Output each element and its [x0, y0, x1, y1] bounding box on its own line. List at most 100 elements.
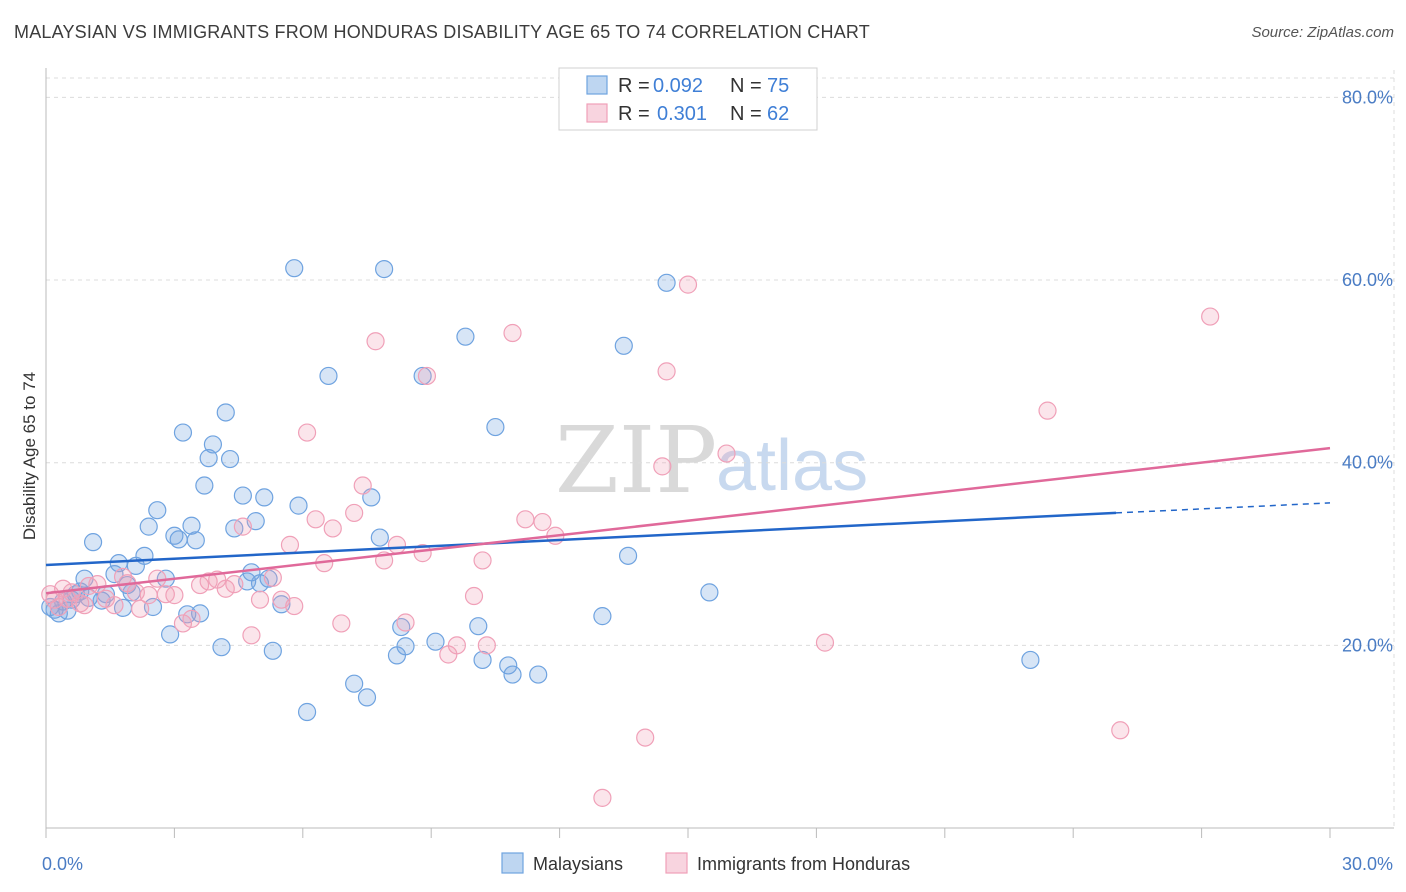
y-tick-label: 80.0% [1342, 87, 1393, 107]
x-tick-label-min: 0.0% [42, 854, 83, 874]
honduras-point [678, 275, 698, 294]
honduras-point [636, 728, 655, 747]
honduras-point [1111, 721, 1130, 740]
honduras-trend-line [45, 446, 1331, 595]
gridlines [46, 70, 1395, 828]
honduras-point [345, 503, 364, 523]
honduras-point [148, 569, 167, 588]
honduras-point [815, 633, 835, 652]
legend-n-label-0: N = [730, 75, 762, 97]
malaysian-point [593, 607, 612, 626]
x-tick-label-max: 30.0% [1342, 854, 1393, 874]
legend-r-label-0: R = [618, 75, 650, 97]
malaysian-point [700, 583, 719, 602]
honduras-point [1201, 307, 1220, 326]
stats-legend: R = 0.092 N = 75 R = 0.301 N = 62 [558, 67, 818, 131]
axes [45, 68, 1394, 838]
honduras-point [165, 586, 184, 605]
series-legend-label-malaysians: Malaysians [533, 854, 623, 874]
malaysian-point [486, 417, 505, 437]
legend-n-value-0: 75 [767, 75, 789, 97]
honduras-point [173, 614, 193, 633]
source-label: Source: ZipAtlas.com [1251, 24, 1394, 41]
malaysian-point [220, 449, 240, 469]
x-tick-labels: 0.0% 30.0% [42, 854, 1393, 874]
malaysian-point [169, 530, 188, 549]
malaysian-point [212, 638, 231, 657]
honduras-point [533, 512, 552, 532]
malaysian-point [1021, 650, 1040, 670]
malaysian-point [319, 366, 338, 386]
honduras-point [75, 596, 94, 615]
legend-r-value-0: 0.092 [653, 75, 703, 97]
legend-n-value-1: 62 [767, 103, 789, 125]
honduras-point [323, 519, 342, 538]
malaysian-point [148, 501, 167, 520]
malaysian-point [456, 327, 475, 346]
honduras-point [139, 586, 158, 605]
legend-swatch-malaysians [586, 75, 608, 95]
honduras-point [182, 609, 201, 628]
series-legend-swatch-malaysians [501, 852, 524, 874]
honduras-point [353, 476, 372, 495]
honduras-point [464, 586, 484, 606]
watermark-atlas: atlas [716, 426, 868, 506]
legend-swatch-honduras [586, 103, 608, 123]
malaysian-point [263, 641, 282, 660]
malaysian-point [297, 702, 317, 722]
honduras-point [280, 535, 300, 554]
honduras-point [233, 517, 252, 536]
malaysian-point [233, 486, 252, 505]
honduras-point [242, 626, 261, 645]
honduras-point [366, 332, 385, 351]
chart-title: MALAYSIAN VS IMMIGRANTS FROM HONDURAS DI… [14, 22, 870, 42]
malaysian-point [139, 517, 158, 536]
malaysian-point [469, 617, 488, 636]
malaysian-point [529, 665, 548, 684]
legend-r-value-1: 0.301 [657, 103, 707, 125]
malaysian-point [289, 496, 308, 515]
series-legend-label-honduras: Immigrants from Honduras [697, 854, 910, 874]
malaysian-point [255, 488, 274, 507]
y-axis-title: Disability Age 65 to 74 [20, 372, 39, 540]
malaysian-point [216, 403, 235, 422]
honduras-point [396, 613, 415, 632]
series-legend-swatch-honduras [665, 852, 688, 874]
trend-lines [45, 446, 1331, 595]
malaysian-point [396, 637, 415, 656]
malaysian-point [195, 476, 214, 495]
malaysian-trend-line [45, 511, 1117, 567]
malaysian-point [657, 273, 676, 292]
honduras-point [225, 575, 244, 594]
honduras-point [503, 323, 522, 343]
honduras-point [1038, 401, 1057, 420]
honduras-point [263, 568, 282, 587]
malaysian-point [357, 688, 377, 707]
honduras-point [717, 444, 736, 463]
stats-legend-box [558, 67, 818, 131]
y-tick-label: 40.0% [1342, 453, 1393, 473]
honduras-point [593, 788, 612, 807]
honduras-point [297, 423, 317, 442]
malaysian-trend-extension [1115, 502, 1331, 514]
malaysian-point [375, 259, 394, 279]
malaysian-point [135, 546, 154, 565]
malaysian-point [345, 674, 364, 693]
malaysian-point [413, 366, 432, 386]
malaysian-point [426, 632, 445, 651]
data-points [41, 259, 1220, 807]
series-legend: Malaysians Immigrants from Honduras [501, 852, 910, 874]
malaysian-point [285, 259, 304, 278]
honduras-point [657, 362, 676, 381]
y-tick-label: 60.0% [1342, 270, 1393, 290]
honduras-point [653, 457, 672, 476]
honduras-point [477, 636, 496, 655]
y-tick-label: 20.0% [1342, 635, 1393, 655]
honduras-point [516, 510, 535, 529]
watermark-zip: ZIP [555, 407, 717, 514]
malaysian-point [83, 533, 103, 552]
honduras-point [417, 366, 437, 386]
honduras-point [285, 596, 304, 616]
honduras-point [250, 590, 270, 609]
